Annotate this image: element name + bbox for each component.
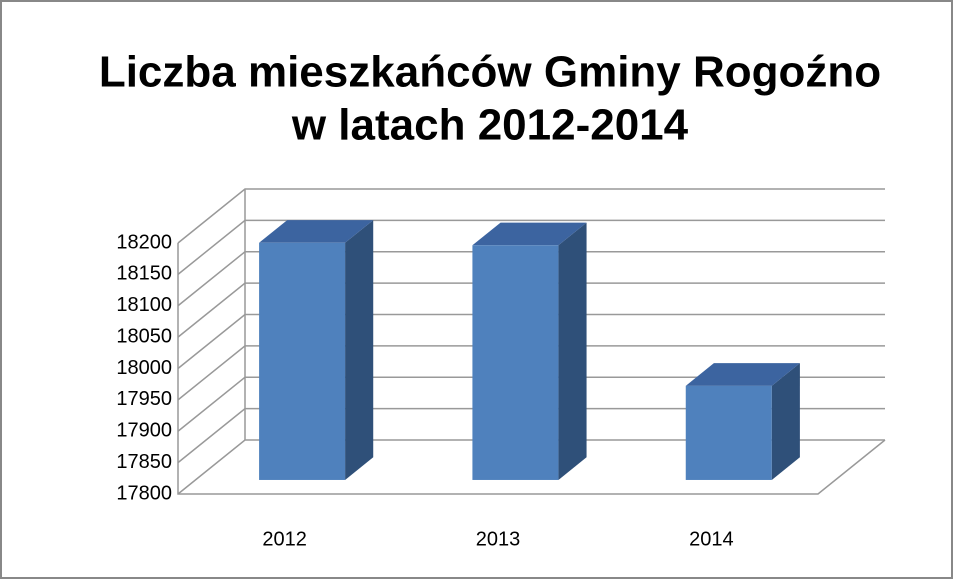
bar-top [472,222,587,246]
y-tick-label: 17800 [116,482,172,504]
bar [259,242,346,480]
chart-title: w latach 2012-2014 [291,101,689,150]
grid-line [177,376,885,432]
y-tick-label: 18000 [116,357,172,379]
bar-top [685,363,800,386]
grid-line [177,188,885,244]
grid-line [177,407,885,464]
bar [685,385,772,480]
grid-line [177,251,885,307]
bar [472,245,559,480]
bar-top [259,220,374,243]
grid-line [177,219,885,275]
bar-side [558,222,587,480]
x-tick-label: 2012 [262,528,307,550]
grid-line [177,345,885,401]
x-tick-label: 2013 [476,528,521,550]
y-tick-label: 18200 [116,231,172,253]
y-tick-label: 17900 [116,420,172,442]
y-tick-label: 17850 [116,451,172,473]
bar-side [345,220,374,480]
grid-line [177,439,885,495]
y-tick-label: 18050 [116,325,172,347]
y-tick-label: 17950 [116,388,172,410]
x-tick-label: 2014 [689,528,734,550]
bar-side [771,363,800,480]
grid-line [177,313,885,370]
y-tick-label: 18100 [116,294,172,316]
y-tick-label: 18150 [116,263,172,285]
grid-line [177,282,885,338]
chart-title: Liczba mieszkańców Gminy Rogoźno [99,48,881,97]
